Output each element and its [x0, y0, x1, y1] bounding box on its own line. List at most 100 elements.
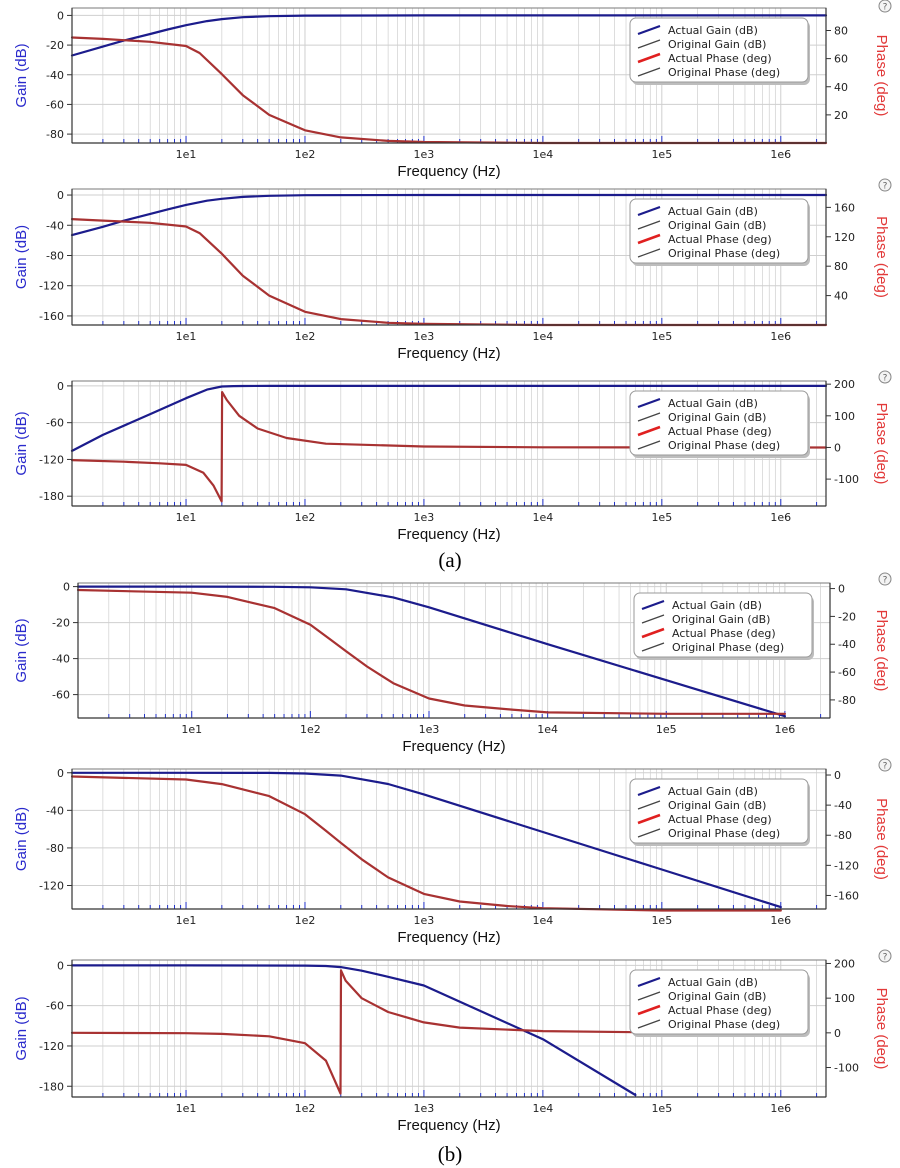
legend-swatch — [637, 1019, 661, 1029]
help-icon: ? — [878, 178, 892, 192]
series-original — [71, 775, 782, 912]
x-tick-label: 1e3 — [414, 148, 435, 161]
legend-entry: Actual Gain (dB) — [668, 205, 758, 218]
x-tick-label: 1e4 — [532, 1102, 553, 1115]
legend-entry: Original Gain (dB) — [668, 411, 766, 424]
x-tick-label: 1e1 — [176, 511, 197, 524]
y2-tick-label: 200 — [834, 378, 855, 391]
y-tick-label: -20 — [46, 39, 64, 52]
x-tick-label: 1e6 — [770, 511, 791, 524]
legend-entry: Actual Phase (deg) — [672, 627, 776, 640]
y2-tick-label: 80 — [834, 25, 848, 38]
legend-swatch — [637, 785, 661, 797]
legend-swatch — [637, 425, 661, 437]
x-tick-label: 1e5 — [651, 511, 672, 524]
x-tick-label: 1e2 — [300, 723, 321, 736]
legend-swatch — [637, 1004, 661, 1016]
legend-entry: Actual Phase (deg) — [668, 425, 772, 438]
series-original — [77, 589, 786, 715]
help-icon: ? — [878, 370, 892, 384]
y-tick-label: -80 — [46, 128, 64, 141]
legend-swatch — [641, 627, 665, 639]
y2-tick-label: 100 — [834, 992, 855, 1005]
help-icon: ? — [878, 949, 892, 963]
y-tick-label: -60 — [46, 417, 64, 430]
y2-tick-label: -80 — [838, 694, 856, 707]
help-icon-circle — [878, 572, 892, 586]
series-original — [77, 585, 786, 717]
x-tick-label: 1e4 — [537, 723, 558, 736]
y-axis-label: Gain (dB) — [13, 43, 30, 107]
x-tick-label: 1e5 — [651, 1102, 672, 1115]
x-tick-label: 1e6 — [770, 1102, 791, 1115]
y-axis-label: Gain (dB) — [13, 996, 30, 1060]
legend-swatch — [641, 599, 665, 611]
y-axis-label: Gain (dB) — [13, 807, 30, 871]
help-icon: ? — [878, 0, 892, 13]
y2-tick-label: -60 — [838, 666, 856, 679]
x-tick-label: 1e3 — [419, 723, 440, 736]
help-icon-glyph: ? — [883, 182, 888, 192]
x-tick-label: 1e1 — [176, 914, 197, 927]
legend-entry: Original Gain (dB) — [668, 219, 766, 232]
series-original — [71, 964, 637, 1096]
y2-tick-label: 0 — [838, 583, 845, 596]
legend-swatch — [637, 440, 661, 450]
x-tick-label: 1e5 — [651, 914, 672, 927]
legend-entry: Actual Gain (dB) — [668, 24, 758, 37]
y-tick-label: 0 — [57, 9, 64, 22]
x-tick-label: 1e1 — [176, 148, 197, 161]
y-tick-label: -80 — [46, 842, 64, 855]
y2-tick-label: 0 — [834, 441, 841, 454]
legend-box — [629, 198, 809, 264]
series-original — [71, 385, 827, 452]
y2-tick-label: 60 — [834, 53, 848, 66]
legend-swatch — [637, 397, 661, 409]
y2-tick-label: 200 — [834, 957, 855, 970]
x-tick-label: 1e4 — [532, 148, 553, 161]
x-tick-label: 1e2 — [295, 511, 316, 524]
series-original — [71, 391, 827, 502]
y-tick-label: -120 — [39, 880, 64, 893]
x-tick-label: 1e6 — [770, 330, 791, 343]
y2-tick-label: 0 — [834, 769, 841, 782]
y2-tick-label: 40 — [834, 290, 848, 303]
x-tick-label: 1e6 — [775, 723, 796, 736]
y-tick-label: -40 — [46, 69, 64, 82]
y2-tick-label: 80 — [834, 260, 848, 273]
help-icon-glyph: ? — [883, 762, 888, 772]
y-tick-label: -60 — [46, 98, 64, 111]
x-axis-label: Frequency (Hz) — [402, 738, 505, 755]
legend-entry: Original Phase (deg) — [668, 439, 780, 452]
x-tick-label: 1e1 — [176, 330, 197, 343]
y-tick-label: -160 — [39, 310, 64, 323]
x-tick-label: 1e6 — [770, 914, 791, 927]
caption-a: (a) — [438, 548, 462, 572]
y2-axis-label: Phase (deg) — [873, 216, 890, 298]
legend-swatch — [637, 412, 661, 422]
y2-tick-label: -120 — [834, 859, 859, 872]
x-tick-label: 1e2 — [295, 148, 316, 161]
x-tick-label: 1e3 — [414, 914, 435, 927]
y-tick-label: 0 — [57, 380, 64, 393]
y-axis-label: Gain (dB) — [13, 225, 30, 289]
x-tick-label: 1e1 — [181, 723, 202, 736]
bode-panel-3: 0 -60 -120 -180 200 100 0 -100 1e1 1e2 1e3 1e4 1e5 1e… — [13, 370, 892, 543]
x-tick-label: 1e5 — [656, 723, 677, 736]
y2-tick-label: 160 — [834, 201, 855, 214]
legend-entry: Original Phase (deg) — [668, 827, 780, 840]
y2-tick-label: -80 — [834, 829, 852, 842]
legend-swatch — [637, 976, 661, 988]
y2-tick-label: 20 — [834, 109, 848, 122]
legend-swatch — [637, 248, 661, 258]
y-tick-label: -40 — [46, 804, 64, 817]
legend-entry: Actual Gain (dB) — [668, 785, 758, 798]
y2-tick-label: -100 — [834, 1062, 859, 1075]
legend-swatch — [637, 52, 661, 64]
y2-axis-label: Phase (deg) — [873, 988, 890, 1070]
x-tick-label: 1e4 — [532, 511, 553, 524]
caption-b: (b) — [437, 1142, 463, 1166]
legend-box — [629, 17, 809, 83]
bode-panel-1: 0 -20 -40 -60 -80 80 60 40 20 1e1 1e2 1e3 1e4 1e5 1e6 F… — [13, 0, 892, 180]
